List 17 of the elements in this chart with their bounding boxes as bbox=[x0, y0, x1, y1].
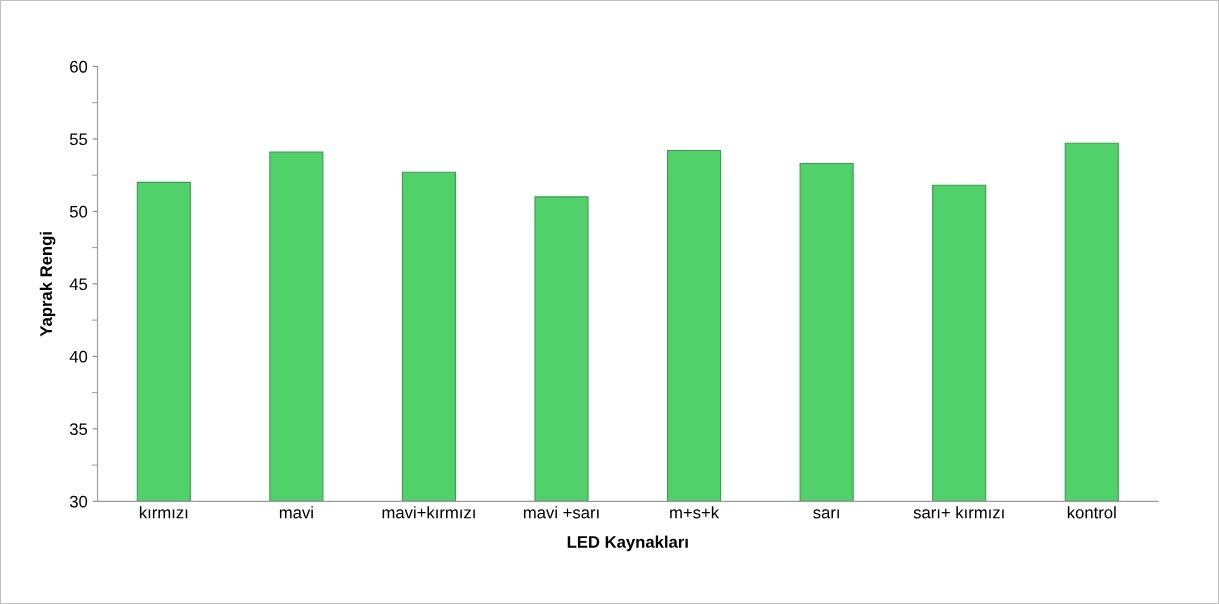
x-tick-label: mavi bbox=[279, 506, 313, 519]
x-tick-label: kontrol bbox=[1067, 506, 1116, 519]
y-axis-title: Yaprak Rengi bbox=[39, 232, 56, 337]
y-tick-label: 50 bbox=[69, 205, 88, 218]
x-tick-label: mavi +sarı bbox=[523, 506, 599, 519]
x-tick-label: m+s+k bbox=[670, 506, 720, 519]
x-tick-label: kırmızı bbox=[139, 506, 188, 519]
x-tick-label: sarı bbox=[813, 509, 839, 519]
y-tick-label: 40 bbox=[69, 350, 88, 363]
y-tick-label: 60 bbox=[70, 60, 88, 73]
y-tick-label: 45 bbox=[69, 278, 88, 291]
x-axis-title: LED Kaynakları bbox=[567, 535, 688, 552]
x-tick-label: mavi+kırmızı bbox=[382, 506, 475, 519]
y-tick-label: 55 bbox=[69, 133, 88, 146]
y-tick-label: 35 bbox=[69, 423, 88, 436]
y-tick-label: 30 bbox=[69, 495, 88, 508]
x-tick-label: sarı+ kırmızı bbox=[913, 506, 1004, 519]
